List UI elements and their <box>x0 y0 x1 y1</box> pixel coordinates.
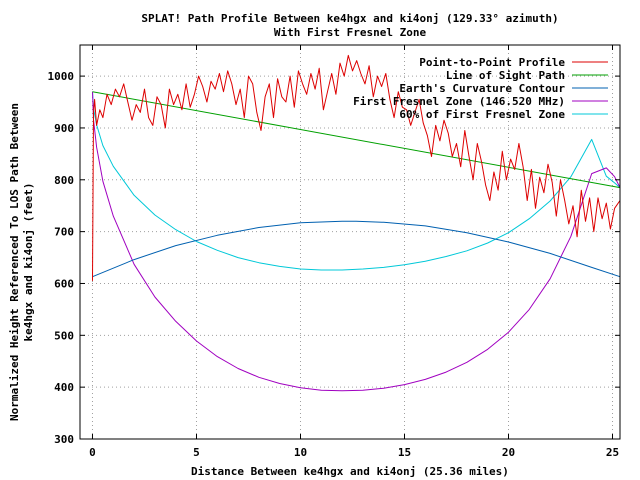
y-tick-label: 700 <box>54 226 74 239</box>
x-tick-label: 20 <box>502 446 515 459</box>
chart-subtitle: With First Fresnel Zone <box>274 26 427 39</box>
x-tick-label: 0 <box>89 446 96 459</box>
series-line-2 <box>92 220 621 278</box>
series-line-0 <box>92 54 621 281</box>
y-axis-label-line-1: Normalized Height Referenced To LOS Path… <box>8 103 21 421</box>
tick-labels: 0 5 10 15 20 25 300 400 500 600 700 800 900 1000 <box>48 45 620 459</box>
x-tick-label: 5 <box>193 446 200 459</box>
y-tick-label: 400 <box>54 381 74 394</box>
y-tick-label: 300 <box>54 433 74 446</box>
y-axis-label-group: Normalized Height Referenced To LOS Path… <box>8 103 35 421</box>
legend-label-1: Line of Sight Path <box>446 69 565 82</box>
y-tick-label: 900 <box>54 122 74 135</box>
x-tick-label: 25 <box>606 446 619 459</box>
legend-label-4: 60% of First Fresnel Zone <box>399 108 565 121</box>
y-axis-label-line-2: ke4hgx and ki4onj (feet) <box>22 183 35 342</box>
series-line-3 <box>92 91 621 392</box>
plot-frame <box>79 44 621 440</box>
legend-label-0: Point-to-Point Profile <box>419 56 565 69</box>
x-axis-label: Distance Between ke4hgx and ki4onj (25.3… <box>191 465 509 478</box>
series-line-4 <box>92 91 621 271</box>
series-group <box>92 54 621 392</box>
chart-title: SPLAT! Path Profile Between ke4hgx and k… <box>141 12 558 25</box>
y-tick-label: 800 <box>54 174 74 187</box>
legend-label-3: First Fresnel Zone (146.520 MHz) <box>353 95 565 108</box>
x-tick-label: 15 <box>398 446 411 459</box>
y-tick-label: 500 <box>54 329 74 342</box>
y-tick-label: 1000 <box>48 70 75 83</box>
y-tick-label: 600 <box>54 277 74 290</box>
x-tick-label: 10 <box>294 446 307 459</box>
legend-label-2: Earth's Curvature Contour <box>399 82 565 95</box>
